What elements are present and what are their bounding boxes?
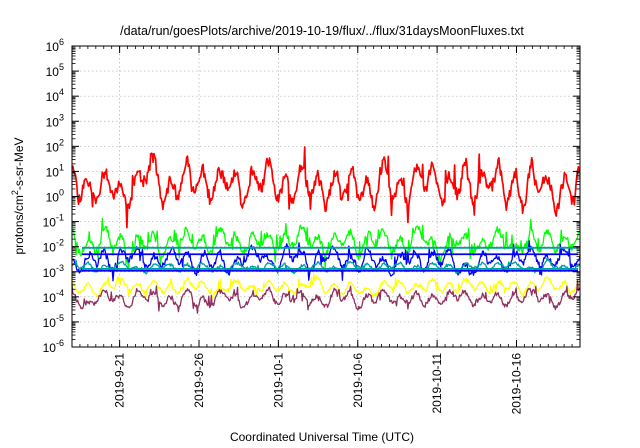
y-tick-label: 106 [46, 37, 64, 54]
y-tick-label: 105 [46, 62, 64, 79]
y-tick-label-base: 10 [46, 90, 60, 104]
y-tick-label: 10-3 [43, 263, 64, 280]
y-tick-label: 10-6 [43, 338, 64, 355]
y-tick-label-base: 10 [46, 40, 60, 54]
x-tick-label: 2019-10-6 [351, 353, 365, 408]
y-tick-label-exp: -5 [56, 313, 64, 323]
y-tick-label: 10-4 [43, 288, 64, 305]
y-tick-label-exp: 3 [59, 112, 64, 122]
axis-ticks [71, 45, 581, 348]
y-tick-label-base: 10 [43, 241, 57, 255]
y-tick-label-exp: 6 [59, 37, 64, 47]
y-tick-label: 10-1 [43, 213, 64, 230]
x-tick-label: 2019-9-26 [192, 353, 206, 408]
y-tick-label-base: 10 [43, 291, 57, 305]
y-tick-label-exp: 5 [59, 62, 64, 72]
x-tick-label: 2019-10-11 [430, 353, 444, 414]
y-tick-label: 10-2 [43, 238, 64, 255]
y-axis-label-rest: -s-sr-MeV [12, 137, 26, 190]
y-tick-label-exp: 1 [59, 162, 64, 172]
series-line-1 [71, 146, 581, 229]
series-line-3 [71, 240, 581, 282]
y-tick-label: 101 [46, 162, 64, 179]
y-tick-labels: 10-610-510-410-310-210-11001011021031041… [43, 37, 64, 355]
x-tick-labels: 2019-9-21 2019-9-26 2019-10-1 2019-10-6 2019… [113, 353, 524, 415]
chart-title: /data/run/goesPlots/archive/2019-10-19/f… [120, 24, 524, 38]
y-tick-label-exp: -1 [56, 213, 64, 223]
y-tick-label-base: 10 [43, 266, 57, 280]
y-tick-label-base: 10 [43, 341, 57, 355]
x-tick-label: 2019-10-1 [271, 353, 285, 408]
flat-layer [82, 246, 578, 272]
y-tick-label-base: 10 [46, 191, 60, 205]
y-tick-label-exp: -2 [56, 238, 64, 248]
series-line-5 [71, 273, 581, 300]
x-tick-label: 2019-9-21 [113, 353, 127, 408]
y-tick-label: 103 [46, 112, 64, 129]
series-line-6 [71, 279, 581, 314]
y-axis-label: protons/cm2-s-sr-MeV [10, 137, 26, 254]
x-axis-label: Coordinated Universal Time (UTC) [230, 430, 414, 444]
y-tick-label-exp: 2 [59, 137, 64, 147]
y-axis-label-main: protons/cm [12, 195, 26, 254]
y-tick-label-exp: 4 [59, 87, 64, 97]
y-tick-label-exp: -6 [56, 338, 64, 348]
y-tick-label-base: 10 [46, 65, 60, 79]
y-tick-label-exp: -3 [56, 263, 64, 273]
y-tick-label: 104 [46, 87, 64, 104]
y-tick-label: 10-5 [43, 313, 64, 330]
y-tick-label-base: 10 [43, 216, 57, 230]
y-tick-label-exp: 0 [59, 188, 64, 198]
y-tick-label-base: 10 [46, 165, 60, 179]
y-tick-label-exp: -4 [56, 288, 64, 298]
y-tick-label-base: 10 [46, 140, 60, 154]
x-tick-label: 2019-10-16 [510, 353, 524, 415]
y-tick-label: 100 [46, 188, 64, 205]
y-axis-label-sup: 2 [10, 190, 20, 195]
y-tick-label-base: 10 [46, 115, 60, 129]
series-line-2 [71, 218, 581, 272]
series-layer [71, 146, 581, 314]
y-tick-label: 102 [46, 137, 64, 154]
y-tick-label-base: 10 [43, 316, 57, 330]
